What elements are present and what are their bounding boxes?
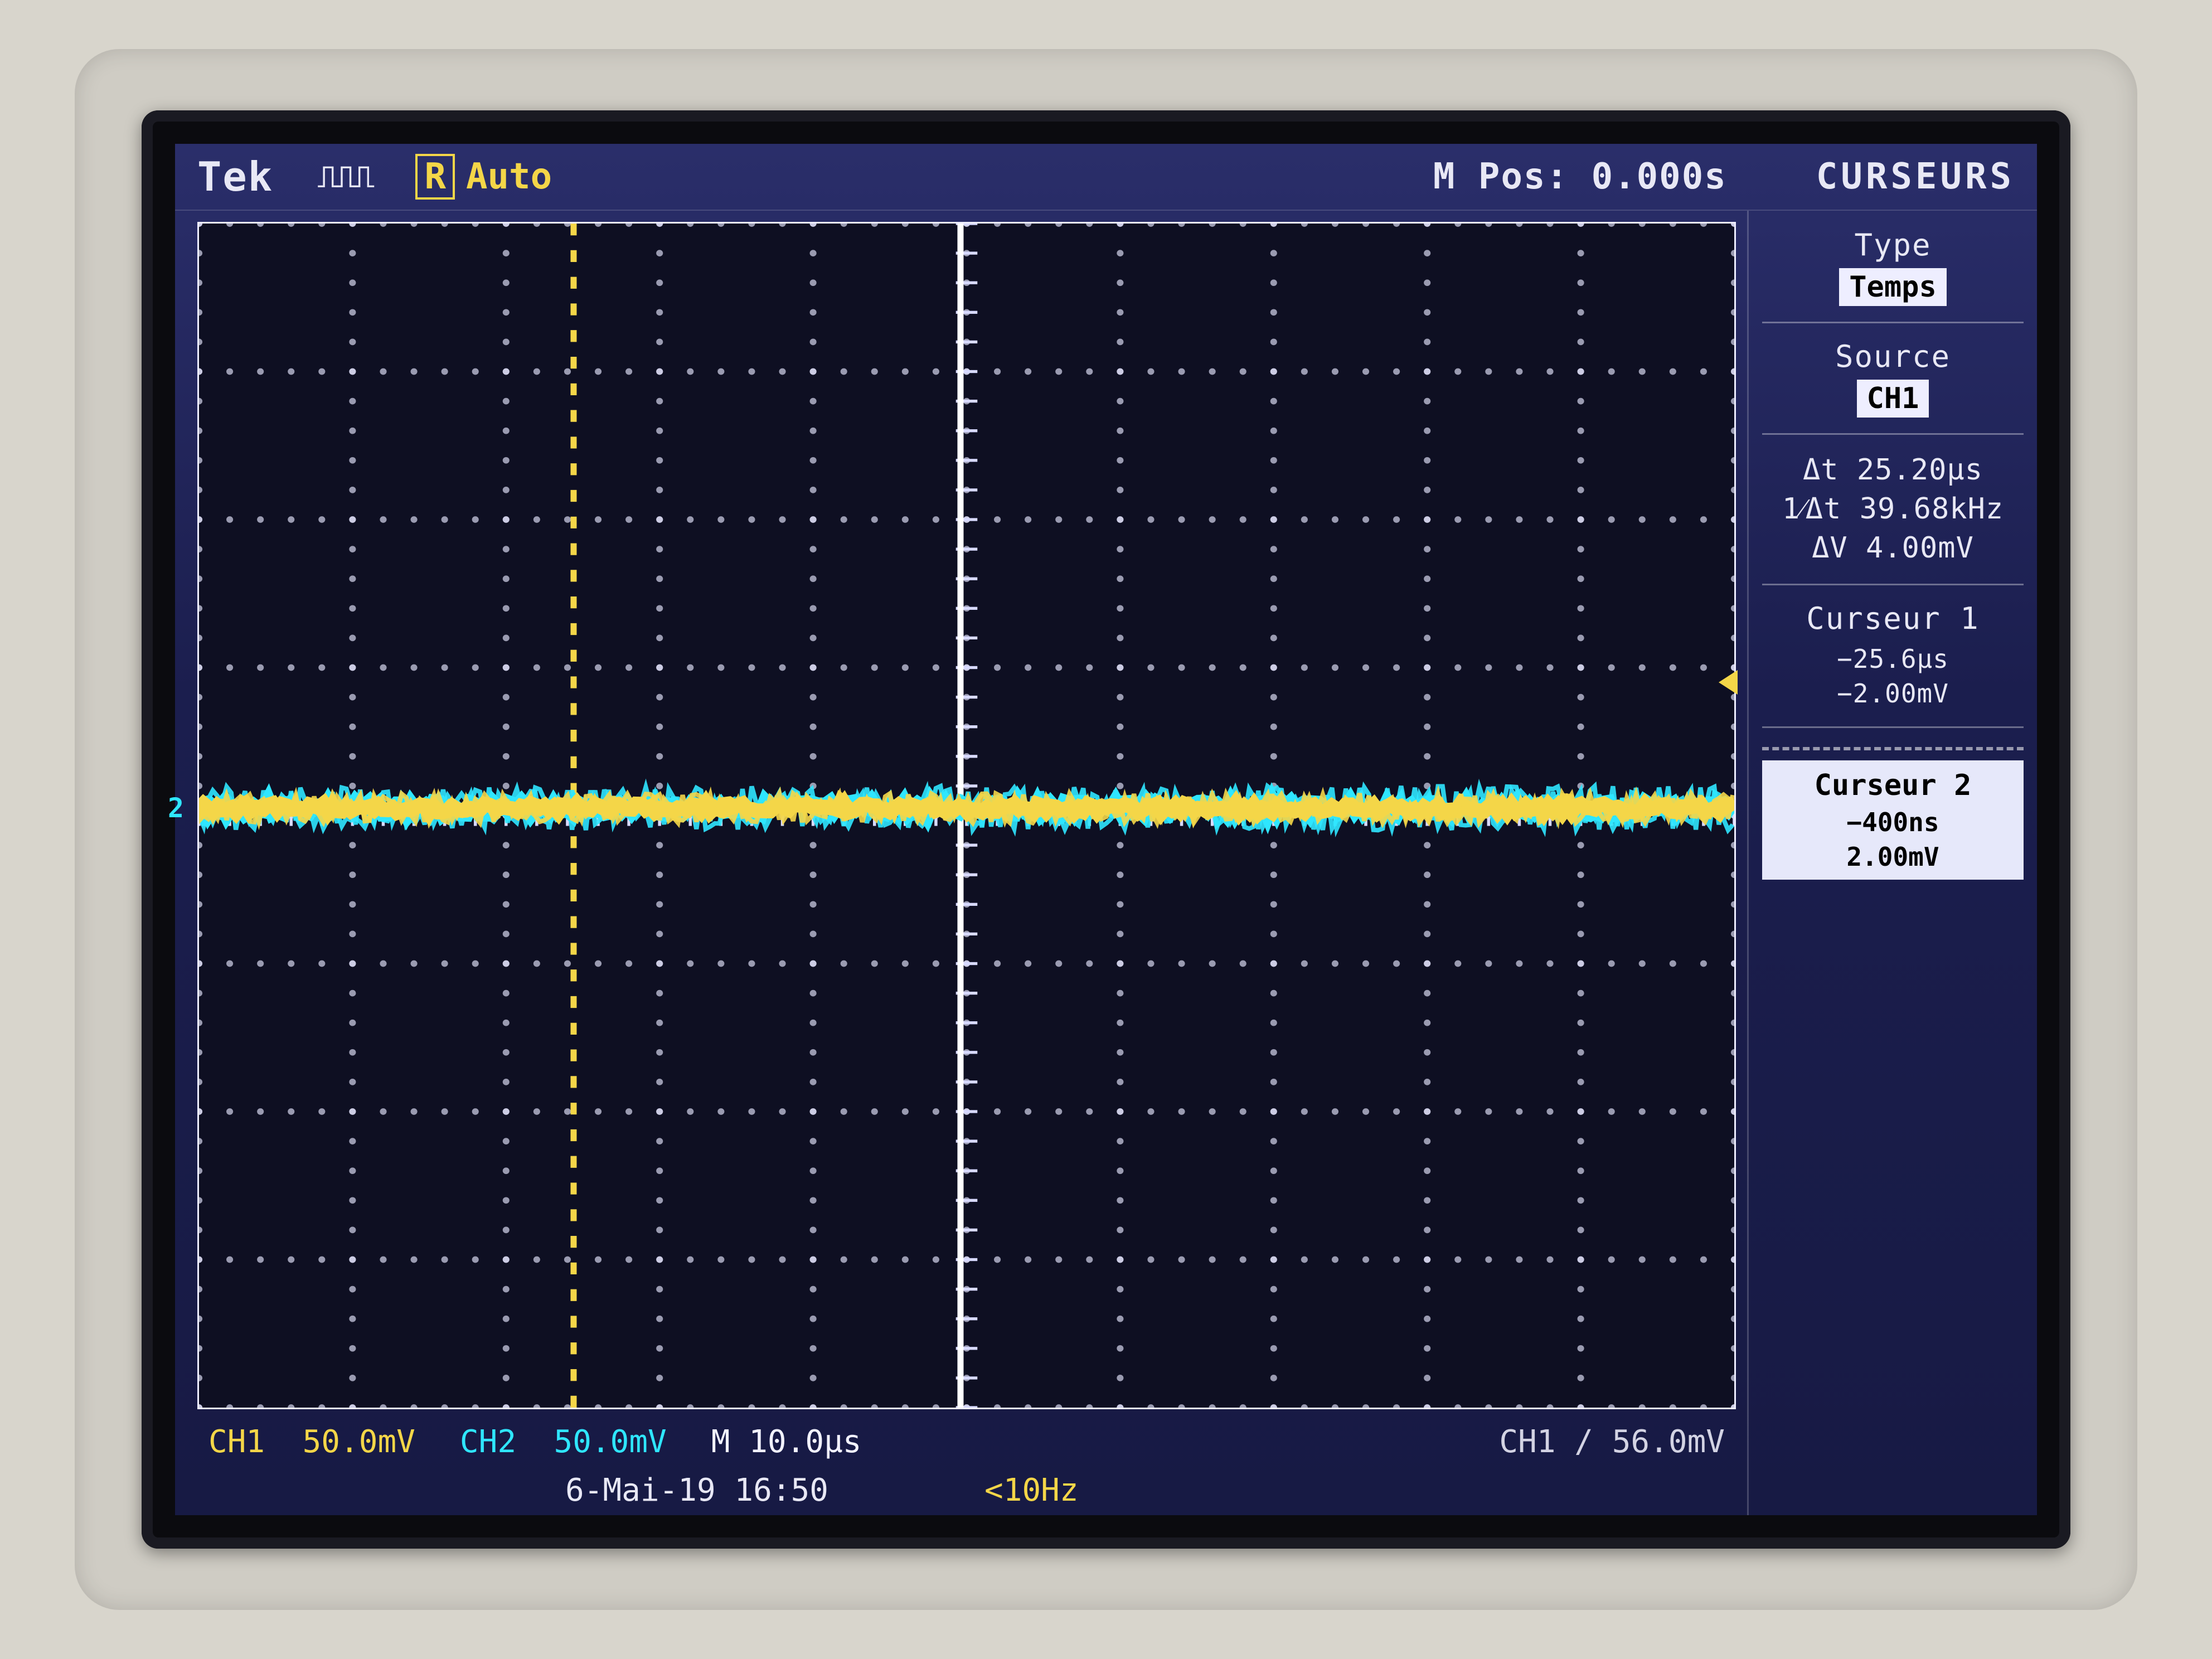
cursor2-volt: 2.00mV (1769, 840, 2017, 874)
side-menu-title: CURSEURS (1816, 156, 2015, 197)
delta-v-readout: ΔV 4.00mV (1762, 528, 2024, 567)
instrument-bezel: Tek ⎍⎍⎍ R Auto M Pos: 0.000s CURSEURS (75, 49, 2137, 1610)
softkey-cursor1[interactable]: Curseur 1 −25.6μs −2.00mV (1762, 601, 2024, 728)
source-value: CH1 (1857, 380, 1929, 418)
m-pos-readout: M Pos: 0.000s (1433, 156, 1727, 197)
top-status-bar: Tek ⎍⎍⎍ R Auto M Pos: 0.000s CURSEURS (175, 144, 2037, 211)
cursor1-time: −25.6μs (1762, 642, 2024, 676)
softkey-source[interactable]: Source CH1 (1762, 339, 2024, 435)
waveform-svg (199, 224, 1734, 1408)
cursor2-selected-box: Curseur 2 −400ns 2.00mV (1762, 760, 2024, 880)
type-label: Type (1762, 227, 2024, 263)
cursor2-time: −400ns (1769, 805, 2017, 840)
cursor2-title: Curseur 2 (1769, 766, 2017, 805)
trigger-frequency-readout: <10Hz (984, 1468, 1079, 1513)
ch1-scale-readout: CH1 50.0mV (208, 1419, 415, 1464)
softkey-cursor2[interactable]: Curseur 2 −400ns 2.00mV (1762, 744, 2024, 880)
cursor1-volt: −2.00mV (1762, 676, 2024, 711)
run-indicator-box: R (415, 154, 455, 200)
ch2-baseline-marker: 2 (168, 793, 184, 824)
m-pos-value: 0.000s (1592, 156, 1727, 197)
acquisition-mode: R Auto (415, 154, 552, 200)
date-time-readout: 6-Mai-19 16:50 (565, 1468, 828, 1513)
cursor-measurements: Δt 25.20μs 1⁄Δt 39.68kHz ΔV 4.00mV (1762, 450, 2024, 585)
pulse-icon: ⎍⎍⎍ (318, 159, 371, 195)
softkey-type[interactable]: Type Temps (1762, 227, 2024, 323)
oscilloscope-screen: Tek ⎍⎍⎍ R Auto M Pos: 0.000s CURSEURS (175, 144, 2037, 1515)
cursor1-title: Curseur 1 (1762, 601, 2024, 636)
cursor2-active-indicator (1762, 747, 2024, 750)
waveform-plot: 2 (197, 222, 1736, 1409)
m-pos-label: M Pos: (1433, 156, 1569, 197)
run-mode-label: Auto (466, 156, 552, 197)
trigger-readout: CH1 / 56.0mV (1499, 1419, 1725, 1464)
ch2-scale-readout: CH2 50.0mV (460, 1419, 667, 1464)
delta-t-readout: Δt 25.20μs (1762, 450, 2024, 489)
type-value: Temps (1839, 268, 1947, 306)
bottom-readout-bar: CH1 50.0mV CH2 50.0mV M 10.0μs CH1 / 56.… (197, 1409, 1736, 1515)
inv-delta-t-readout: 1⁄Δt 39.68kHz (1762, 489, 2024, 528)
lcd-frame: Tek ⎍⎍⎍ R Auto M Pos: 0.000s CURSEURS (142, 110, 2070, 1549)
brand-logo: Tek (197, 153, 273, 200)
plot-area: 2 CH1 50.0mV CH2 50.0mV M 10.0 (175, 211, 1747, 1515)
side-menu: Type Temps Source CH1 Δt 25.20μs 1⁄Δt 39… (1747, 211, 2037, 1515)
main-area: 2 CH1 50.0mV CH2 50.0mV M 10.0 (175, 211, 2037, 1515)
source-label: Source (1762, 339, 2024, 374)
timebase-readout: M 10.0μs (711, 1419, 862, 1464)
